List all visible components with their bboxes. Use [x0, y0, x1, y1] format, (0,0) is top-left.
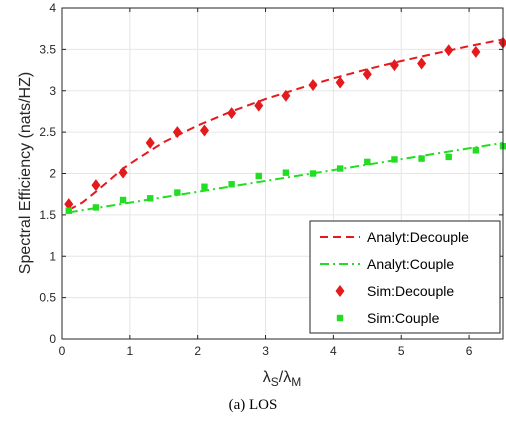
data-point: [445, 153, 452, 161]
data-point: [364, 158, 371, 166]
data-point: [174, 189, 181, 196]
y-tick-label: 1: [49, 249, 56, 263]
data-point: [282, 169, 290, 176]
y-tick-label: 3: [49, 84, 56, 98]
data-point: [227, 107, 237, 120]
data-point: [255, 172, 262, 180]
y-tick-label: 0: [49, 332, 56, 346]
y-tick-label: 2: [49, 167, 56, 181]
data-point: [308, 78, 318, 91]
x-label-lambda-s: λ: [263, 369, 271, 386]
y-tick-label: 1.5: [39, 208, 56, 222]
x-tick-label: 3: [262, 344, 269, 358]
data-point: [362, 68, 372, 81]
x-label-sub-s: S: [271, 375, 279, 389]
x-tick-label: 5: [398, 344, 405, 358]
data-point: [147, 195, 154, 202]
chart: 0 1 2 3 4 5 6 0 0.5 1 1.5 2 2.5 3 3.5 4 Spectral Effici…: [17, 1, 506, 389]
y-tick-label: 2.5: [39, 125, 56, 139]
data-point: [389, 59, 399, 72]
legend-box: [309, 220, 501, 334]
x-tick-label: 4: [330, 344, 337, 358]
legend-swatch-sim-couple: [336, 314, 344, 322]
x-label-sub-m: M: [291, 375, 301, 389]
data-point: [335, 76, 345, 89]
series-line-analyt-couple: [68, 141, 504, 214]
y-axis-label: Spectral Efficiency (nats/HZ): [17, 72, 34, 274]
x-tick-label: 6: [466, 344, 473, 358]
data-point: [336, 165, 344, 172]
legend: Analyt:Decouple Analyt:Couple Sim:Decouple…: [309, 220, 501, 334]
legend-label-analyt-couple: Analyt:Couple: [367, 256, 454, 272]
legend-swatch-sim-decouple: [335, 285, 345, 297]
data-point: [444, 44, 454, 57]
data-point: [92, 204, 100, 211]
legend-label-sim-couple: Sim:Couple: [367, 310, 440, 326]
data-point: [228, 181, 235, 188]
data-point: [118, 166, 128, 179]
data-point: [391, 156, 398, 163]
data-point: [254, 99, 264, 112]
data-point: [172, 126, 182, 139]
x-axis-label: λS/λM: [263, 369, 301, 389]
data-point: [201, 183, 208, 190]
series-layer: [64, 36, 506, 214]
data-point: [472, 147, 480, 154]
data-point: [417, 57, 427, 70]
data-point: [64, 198, 74, 211]
legend-label-sim-decouple: Sim:Decouple: [367, 283, 454, 299]
y-tick-label: 0.5: [39, 291, 56, 305]
y-tick-label: 3.5: [39, 42, 56, 56]
data-point: [199, 124, 209, 137]
legend-label-analyt-decouple: Analyt:Decouple: [367, 229, 469, 245]
data-point: [281, 89, 291, 102]
series-line-analyt-decouple: [68, 38, 504, 211]
x-tick-label: 1: [127, 344, 134, 358]
figure-caption: (a) LOS: [228, 397, 278, 413]
data-point: [471, 45, 481, 58]
data-point: [119, 196, 127, 204]
y-tick-label: 4: [49, 1, 56, 15]
data-point: [309, 170, 317, 177]
data-point: [65, 207, 72, 214]
x-tick-label: 2: [194, 344, 201, 358]
x-tick-label: 0: [59, 344, 66, 358]
data-point: [145, 136, 155, 149]
data-point: [418, 155, 425, 162]
data-point: [498, 36, 506, 49]
data-point: [91, 179, 101, 192]
x-label-slash-lambda: /λ: [279, 369, 291, 386]
